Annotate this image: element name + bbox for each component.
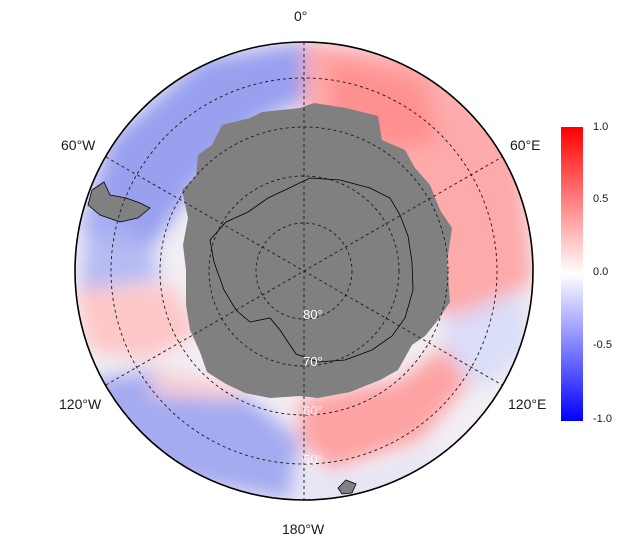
lon-label-120e: 120°E <box>508 396 547 412</box>
colorbar-tick-0.5: 0.5 <box>593 193 609 205</box>
colorbar-tick-0.0: 0.0 <box>593 266 609 278</box>
lat-label-80: 80° <box>303 307 323 322</box>
lat-label-50: 50° <box>303 452 323 467</box>
lon-label-180w: 180°W <box>282 521 325 537</box>
colorbar <box>561 127 583 421</box>
coastline <box>209 177 414 363</box>
lat-label-60: 60° <box>303 403 323 418</box>
colorbar-tick--0.5: -0.5 <box>593 339 612 351</box>
lat-label-70: 70° <box>303 354 323 369</box>
lon-label-0: 0° <box>294 8 308 24</box>
lon-label-120w: 120°W <box>59 396 102 412</box>
antarctica-landmass <box>182 103 452 398</box>
colorbar-tick--1.0: -1.0 <box>593 413 612 425</box>
map-boundary <box>74 41 534 501</box>
south-america-tip <box>87 181 151 223</box>
island-south-pacific <box>337 479 357 495</box>
lon-label-60e: 60°E <box>510 137 541 153</box>
lon-label-60w: 60°W <box>61 137 96 153</box>
colorbar-tick-1.0: 1.0 <box>593 121 609 133</box>
graticule <box>105 42 503 500</box>
colorbar-gradient <box>561 127 583 421</box>
